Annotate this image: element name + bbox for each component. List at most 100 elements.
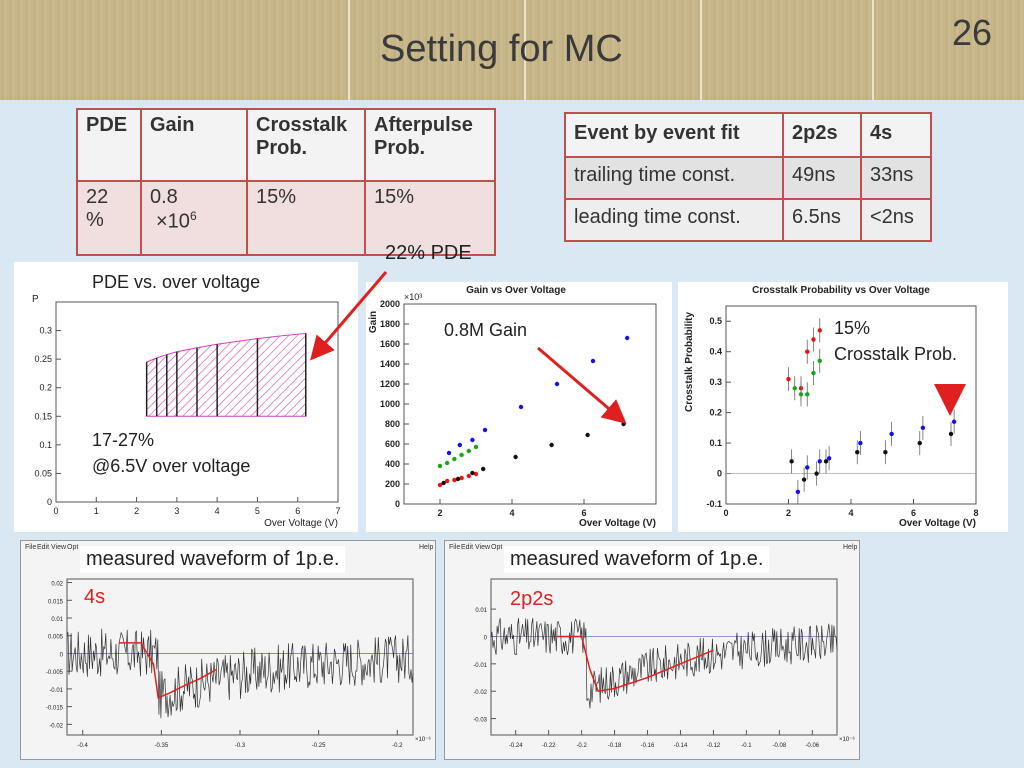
trailing-label: trailing time const. — [564, 156, 784, 200]
header-event-fit: Event by event fit — [564, 112, 784, 158]
cell-pde: 22 % — [76, 179, 142, 257]
crosstalk-data-point — [951, 419, 957, 424]
gain-data-point — [466, 473, 471, 479]
banner-divider — [348, 0, 350, 100]
gain-data-point — [554, 381, 560, 387]
x-tick-label: 2 — [134, 506, 139, 516]
crosstalk-data-point — [792, 386, 797, 391]
x-tick-label: 8 — [973, 508, 978, 518]
fit-curve — [118, 642, 217, 699]
y-tick-label: 0.2 — [39, 383, 52, 393]
y-tick-label: 0.02 — [51, 582, 63, 588]
wave2-tag: 2p2s — [510, 588, 554, 610]
crosstalk-data-point — [948, 431, 954, 437]
menu-edit[interactable]: Edit — [461, 544, 474, 551]
y-tick-label: 1400 — [380, 359, 400, 369]
x-tick-label: 3 — [174, 506, 179, 516]
gain-data-point — [452, 456, 457, 462]
menu-view[interactable]: View — [51, 544, 67, 551]
x-tick-label: 2 — [786, 508, 791, 518]
menu-edit[interactable]: Edit — [37, 544, 50, 551]
waveform-window-4s[interactable]: File Edit View Opt Help -0.4 -0.35 -0.3 -0.… — [20, 540, 436, 760]
chart-title: Crosstalk Probability vs Over Voltage — [752, 285, 930, 296]
gain-data-point — [457, 442, 462, 448]
y-tick-label: -0.01 — [473, 663, 487, 669]
waveform-trace — [490, 618, 838, 709]
crosstalk-data-point — [811, 337, 816, 342]
plot-frame — [66, 578, 414, 736]
gain-data-point — [470, 437, 475, 443]
gain-value: 0.8 — [150, 185, 178, 208]
y-multiplier: ×10³ — [404, 292, 422, 302]
gain-data-point — [441, 480, 446, 486]
y-tick-label: -0.02 — [49, 723, 63, 729]
cell-afterpulse: 15% — [364, 179, 496, 257]
x-tick-label: -0.1 — [741, 743, 752, 749]
waveform-window-2p2s[interactable]: File Edit View Opt Help -0.24 -0.22 -0.2 -0… — [444, 540, 860, 760]
menu-file[interactable]: File — [25, 544, 37, 551]
y-tick-label: 0 — [395, 499, 400, 509]
crosstalk-data-point — [858, 440, 863, 446]
menu-help[interactable]: Help — [419, 544, 434, 551]
x-axis-label: Over Voltage (V) — [579, 518, 656, 529]
gain-data-point — [445, 478, 450, 484]
gain-data-point — [437, 482, 443, 488]
y-tick-label: 200 — [385, 479, 400, 489]
x-tick-label: 7 — [335, 506, 340, 516]
x-tick-label: -0.4 — [78, 743, 89, 749]
banner-divider — [700, 0, 702, 100]
crosstalk-data-point — [817, 358, 822, 364]
x-tick-label: -0.2 — [576, 743, 587, 749]
menu-options[interactable]: Opt — [491, 544, 503, 551]
y-tick-label: 0 — [47, 497, 52, 507]
chart-title: Gain vs Over Voltage — [466, 285, 566, 296]
crosstalk-data-point — [805, 465, 810, 470]
y-tick-label: 0.005 — [48, 635, 64, 641]
x-tick-label: 1 — [94, 506, 99, 516]
x-tick-label: 6 — [911, 508, 916, 518]
crosstalk-data-point — [883, 450, 888, 455]
y-tick-label: 1000 — [380, 399, 400, 409]
y-tick-label: 0.2 — [709, 408, 722, 418]
leading-4s: <2ns — [860, 198, 932, 242]
y-axis-label: Gain — [368, 311, 379, 333]
pde-panel: 0 1 2 3 4 5 6 7 0 0.05 0.1 0.15 0.2 0.25 0.3 Over Volta… — [14, 262, 358, 532]
parameter-table: PDE Gain Crosstalk Prob. Afterpulse Prob… — [76, 108, 496, 257]
gain-data-point — [459, 452, 464, 458]
leading-label: leading time const. — [564, 198, 784, 242]
menu-help[interactable]: Help — [843, 544, 858, 551]
wave1-caption: measured waveform of 1p.e. — [80, 546, 346, 573]
x-tick-label: -0.35 — [155, 743, 169, 749]
y-tick-label: 600 — [385, 439, 400, 449]
y-tick-label: 0.15 — [34, 411, 52, 421]
x-tick-label: -0.3 — [235, 743, 246, 749]
header-afterpulse: Afterpulse Prob. — [364, 108, 496, 182]
gain-data-point — [481, 466, 486, 472]
menu-view[interactable]: View — [475, 544, 491, 551]
crosstalk-data-point — [817, 328, 822, 333]
crosstalk-note-value: 15% — [834, 318, 871, 339]
x-tick-label: 6 — [295, 506, 300, 516]
gain-data-point — [470, 470, 475, 476]
y-tick-label: 0.01 — [475, 608, 487, 614]
crosstalk-data-point — [920, 425, 926, 431]
y-tick-label: -0.03 — [473, 718, 487, 724]
waveform-trace — [66, 628, 414, 719]
gain-data-point — [445, 460, 450, 466]
y-axis-label: Crosstalk Probability — [684, 312, 695, 412]
pde-note: 22% PDE — [385, 242, 472, 264]
y-tick-label: 0.1 — [39, 440, 52, 450]
crosstalk-data-point — [855, 450, 860, 455]
y-tick-label: 1200 — [380, 379, 400, 389]
header-4s: 4s — [860, 112, 932, 158]
gain-data-point — [590, 358, 596, 364]
pde-arrow — [310, 271, 388, 361]
header-2p2s: 2p2s — [782, 112, 862, 158]
menu-file[interactable]: File — [449, 544, 461, 551]
y-tick-label: 0.5 — [709, 316, 722, 326]
menu-options[interactable]: Opt — [67, 544, 79, 551]
crosstalk-note-label: Crosstalk Prob. — [834, 344, 958, 365]
crosstalk-data-point — [789, 459, 794, 464]
